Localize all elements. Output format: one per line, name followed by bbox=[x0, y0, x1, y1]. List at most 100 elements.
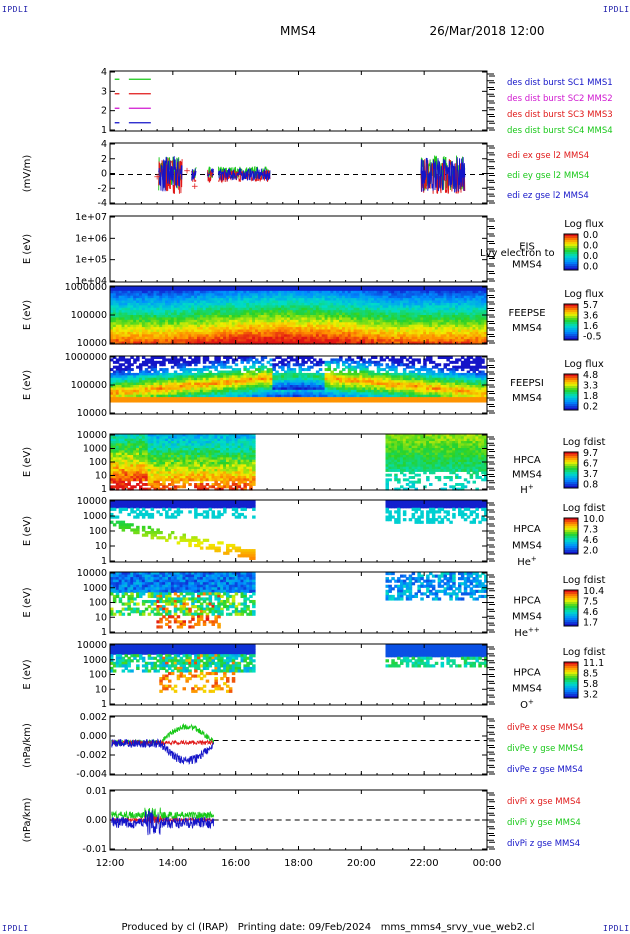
spectrogram-cell bbox=[420, 339, 424, 343]
spectrogram-cell bbox=[275, 372, 279, 376]
spectrogram-cell bbox=[333, 312, 337, 316]
spectrogram-cell bbox=[217, 298, 221, 302]
spectrogram-cell bbox=[228, 324, 233, 328]
spectrogram-cell bbox=[257, 370, 262, 374]
spectrogram-cell bbox=[449, 305, 453, 309]
spectrogram-cell bbox=[385, 336, 389, 340]
spectrogram-cell bbox=[382, 336, 387, 340]
spectrogram-cell bbox=[266, 310, 271, 314]
spectrogram-cell bbox=[136, 315, 140, 319]
colorbar-swatch bbox=[564, 242, 578, 245]
spectrogram-cell bbox=[350, 307, 355, 311]
spectrogram-cell bbox=[310, 305, 314, 309]
spectrogram-cell bbox=[197, 387, 201, 391]
spectrogram-cell bbox=[176, 307, 181, 311]
spectrogram-cell bbox=[350, 286, 355, 290]
spectrogram-cell bbox=[275, 295, 279, 299]
spectrogram-cell bbox=[243, 334, 247, 338]
spectrogram-cell bbox=[191, 382, 195, 386]
spectrogram-cell bbox=[402, 334, 407, 338]
spectrogram-cell bbox=[141, 392, 146, 396]
spectrogram-cell bbox=[199, 392, 204, 396]
spectrogram-cell bbox=[405, 288, 410, 292]
spectrogram-cell bbox=[321, 385, 326, 389]
spectrogram-cell bbox=[295, 385, 300, 389]
spectrogram-cell bbox=[249, 385, 253, 389]
spectrogram-cell bbox=[446, 317, 450, 321]
spectrogram-cell bbox=[130, 295, 134, 299]
spectrogram-cell bbox=[170, 324, 175, 328]
spectrogram-cell bbox=[344, 334, 349, 338]
spectrogram-cell bbox=[243, 317, 247, 321]
spectrogram-cell bbox=[147, 324, 152, 328]
spectrogram-cell bbox=[260, 300, 265, 304]
spectrogram-cell bbox=[391, 302, 395, 306]
spectrogram-cell bbox=[310, 389, 314, 393]
spectrogram-cell bbox=[443, 322, 447, 326]
spectrogram-cell bbox=[411, 327, 416, 331]
spectrogram-cell bbox=[211, 315, 215, 319]
spectrogram-cell bbox=[208, 295, 213, 299]
spectrogram-cell bbox=[159, 290, 163, 294]
spectrogram-cell bbox=[147, 298, 152, 302]
spectrogram-cell bbox=[336, 329, 340, 333]
spectrogram-cell bbox=[226, 286, 230, 290]
spectrogram-cell bbox=[110, 324, 114, 328]
spectrogram-cell bbox=[356, 392, 360, 396]
spectrogram-cell bbox=[275, 327, 279, 331]
spectrogram-cell bbox=[321, 329, 326, 333]
spectrogram-cell bbox=[202, 315, 207, 319]
spectrogram-cell bbox=[478, 310, 482, 314]
spectrogram-cell bbox=[194, 394, 198, 398]
spectrogram-cell bbox=[133, 372, 137, 376]
spectrogram-cell bbox=[368, 341, 372, 345]
spectrogram-cell bbox=[144, 288, 149, 292]
y-tick-label: 2 bbox=[101, 106, 107, 117]
spectrogram-cell bbox=[472, 305, 476, 309]
spectrogram-cell bbox=[478, 319, 482, 323]
spectrogram-cell bbox=[333, 324, 337, 328]
spectrogram-cell bbox=[263, 319, 268, 323]
spectrogram-cell bbox=[252, 329, 256, 333]
spectrogram-cell bbox=[130, 394, 134, 398]
spectrogram-cell bbox=[246, 298, 250, 302]
spectrogram-cell bbox=[298, 327, 302, 331]
spectrogram-cell bbox=[455, 336, 459, 340]
spectrogram-cell bbox=[269, 315, 273, 319]
spectrogram-cell bbox=[275, 319, 279, 323]
spectrogram-cell bbox=[118, 317, 123, 321]
spectrogram-cell bbox=[307, 327, 311, 331]
spectrogram-cell bbox=[208, 389, 213, 393]
spectrogram-cell bbox=[197, 389, 201, 393]
spectrogram-cell bbox=[214, 375, 218, 379]
spectrogram-cell bbox=[408, 319, 413, 323]
spectrogram-cell bbox=[170, 389, 175, 393]
spectrogram-cell bbox=[159, 327, 163, 331]
spectrogram-cell bbox=[324, 360, 329, 364]
spectrogram-cell bbox=[414, 286, 418, 290]
spectrogram-cell bbox=[130, 300, 134, 304]
spectrogram-cell bbox=[133, 286, 137, 290]
spectrogram-cell bbox=[344, 331, 349, 335]
spectrogram-cell bbox=[237, 310, 242, 314]
spectrogram-cell bbox=[458, 315, 462, 319]
spectrogram-cell bbox=[223, 356, 227, 360]
spectrogram-cell bbox=[272, 324, 276, 328]
spectrogram-cell bbox=[289, 298, 294, 302]
spectrogram-cell bbox=[249, 298, 253, 302]
spectrogram-cell bbox=[226, 305, 230, 309]
spectrogram-cell bbox=[159, 286, 163, 290]
spectrogram-cell bbox=[481, 300, 485, 304]
spectrogram-cell bbox=[443, 336, 447, 340]
spectrogram-cell bbox=[115, 290, 120, 294]
spectrogram-cell bbox=[165, 324, 169, 328]
spectrogram-cell bbox=[214, 286, 218, 290]
spectrogram-cell bbox=[199, 331, 204, 335]
spectrogram-cell bbox=[315, 331, 320, 335]
spectrogram-cell bbox=[310, 298, 314, 302]
spectrogram-cell bbox=[385, 319, 389, 323]
spectrogram-cell bbox=[121, 317, 126, 321]
spectrogram-cell bbox=[318, 380, 323, 384]
spectrogram-cell bbox=[263, 300, 268, 304]
spectrogram-cell bbox=[220, 389, 224, 393]
